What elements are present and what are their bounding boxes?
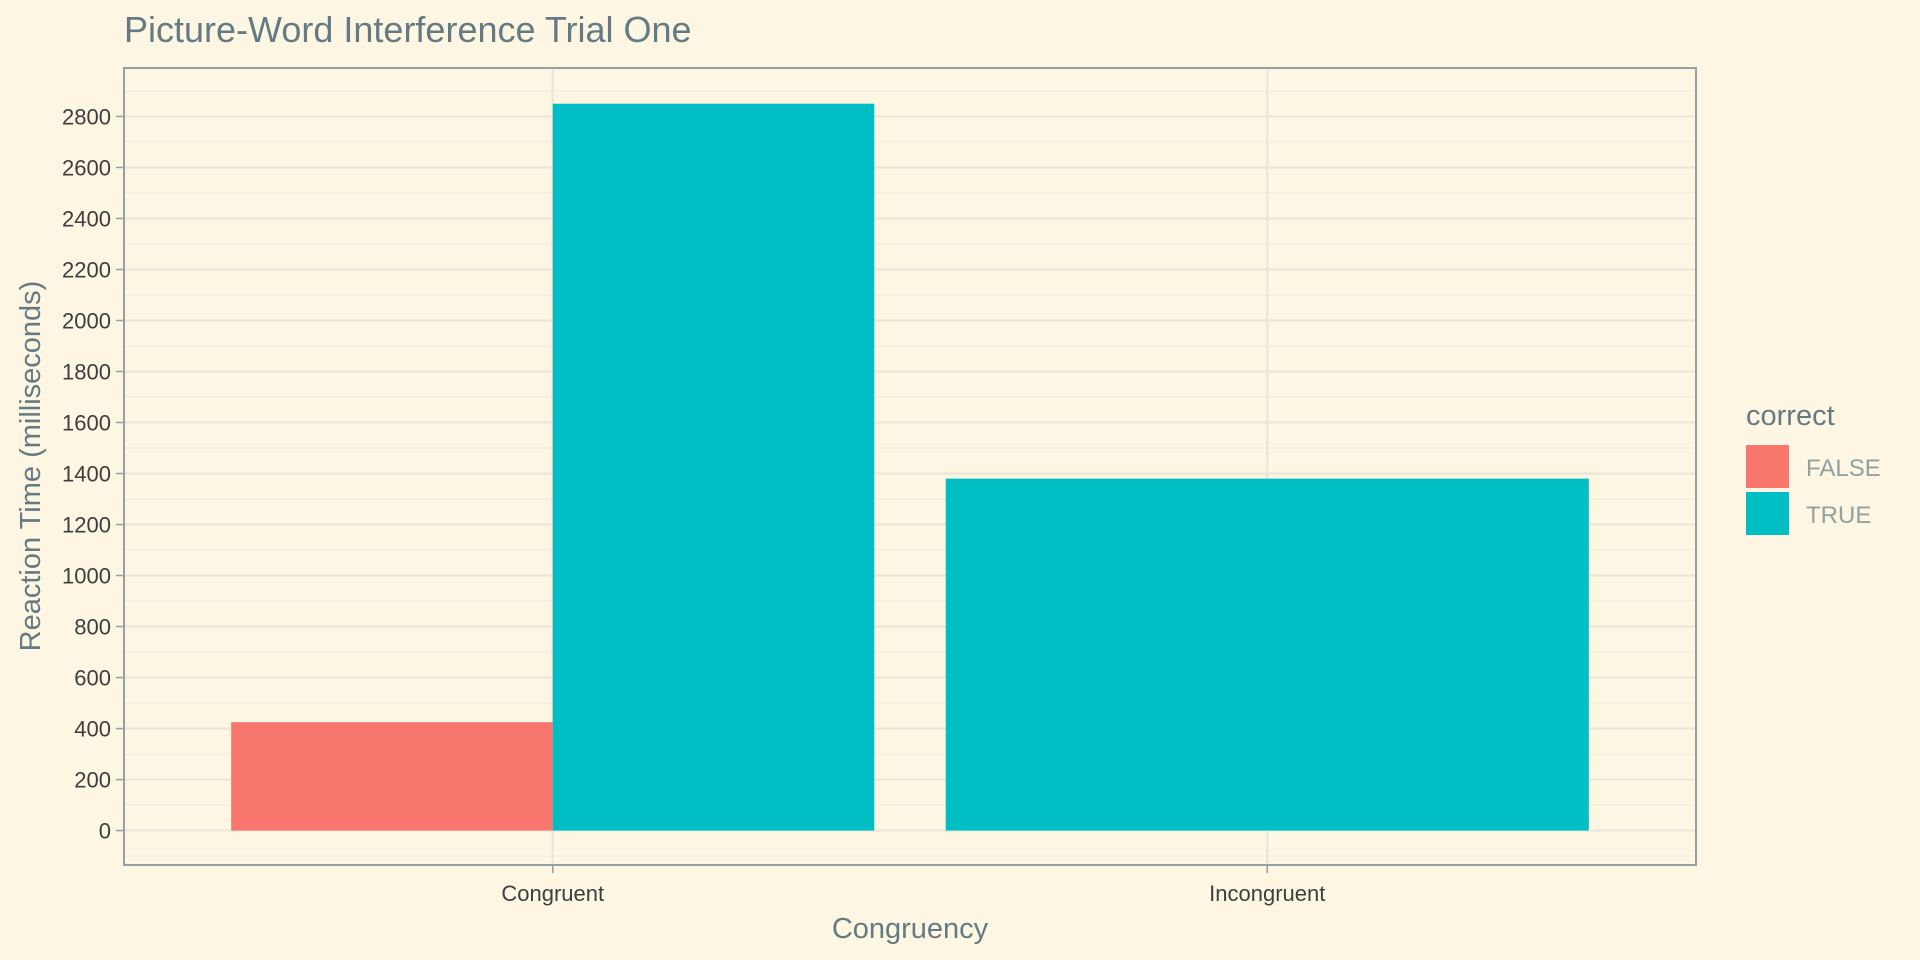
y-axis: 0 200 400 600 800 1000 1200 1400 1600 1800 2000 220… [62, 104, 124, 844]
y-tick-label: 200 [74, 768, 111, 793]
bars [231, 103, 1589, 831]
legend-label-true: TRUE [1806, 502, 1871, 529]
y-tick-label: 0 [99, 819, 111, 844]
x-tick-label: Incongruent [1209, 881, 1325, 906]
legend: correct FALSE TRUE [1746, 400, 1881, 535]
y-tick-label: 1600 [62, 411, 111, 436]
y-tick-label: 2200 [62, 257, 111, 282]
legend-title: correct [1746, 400, 1835, 432]
y-tick-label: 2000 [62, 308, 111, 333]
y-axis-title: Reaction Time (milliseconds) [15, 281, 47, 652]
y-tick-label: 2400 [62, 206, 111, 231]
y-tick-label: 1800 [62, 359, 111, 384]
y-tick-label: 800 [74, 615, 111, 640]
y-tick-label: 600 [74, 666, 111, 691]
bar-true-incongruent [945, 478, 1589, 831]
legend-key-true [1746, 492, 1789, 535]
panel-border [123, 67, 1697, 866]
y-tick-label: 1400 [62, 462, 111, 487]
legend-key-false [1746, 445, 1789, 488]
y-tick-label: 2800 [62, 104, 111, 129]
y-tick-label: 2600 [62, 155, 111, 180]
legend-label-false: FALSE [1806, 455, 1881, 482]
bar-true-congruent [552, 103, 875, 831]
x-axis-title: Congruency [832, 913, 989, 945]
y-tick-label: 1200 [62, 513, 111, 538]
bar-false-congruent [231, 722, 553, 831]
x-axis: Congruent Incongruent [501, 865, 1325, 906]
chart-title: Picture-Word Interference Trial One [124, 9, 692, 50]
y-tick-label: 400 [74, 717, 111, 742]
x-tick-label: Congruent [501, 881, 604, 906]
y-tick-label: 1000 [62, 564, 111, 589]
